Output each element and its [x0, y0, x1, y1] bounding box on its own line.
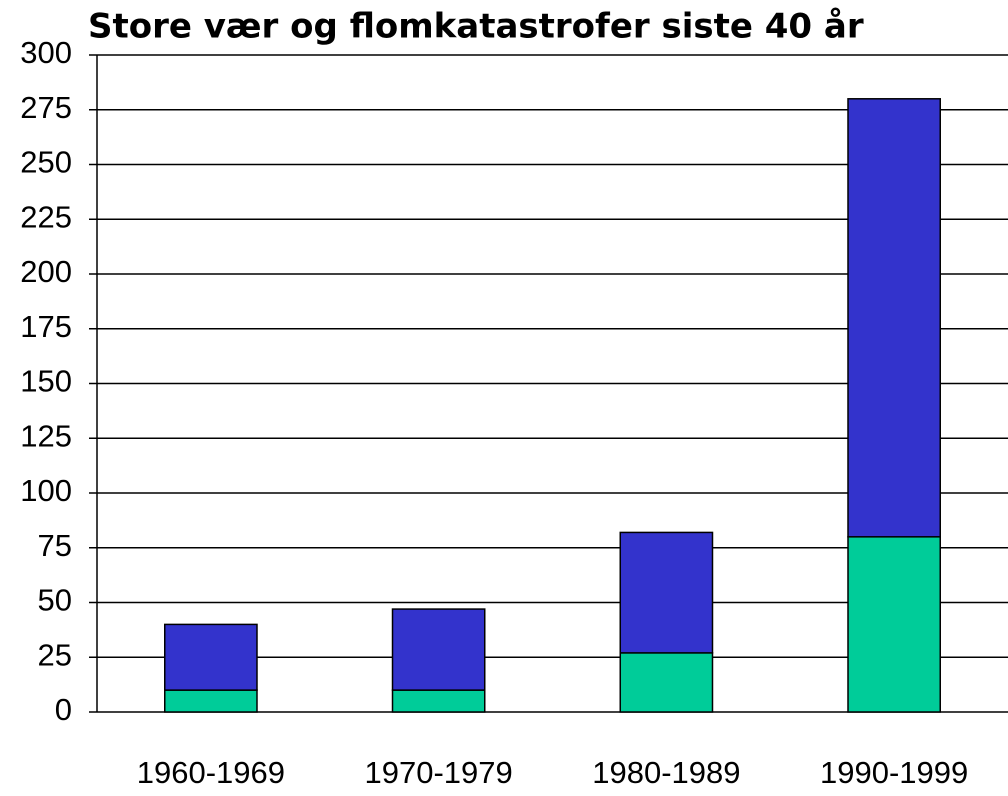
- y-tick-label: 250: [20, 145, 72, 180]
- y-tick-label: 100: [20, 473, 72, 508]
- bar-segment: [164, 689, 258, 713]
- y-tick-label: 275: [20, 90, 72, 125]
- bar-segment: [619, 652, 714, 713]
- bar-segment: [619, 531, 714, 654]
- y-tick-label: 150: [20, 364, 72, 399]
- y-tick-label: 300: [20, 35, 72, 70]
- x-tick-label: 1980-1989: [592, 755, 740, 790]
- y-tick-label: 125: [20, 418, 72, 453]
- y-tick-label: 175: [20, 309, 72, 344]
- bar-segment: [847, 98, 941, 538]
- bar-segment: [391, 608, 486, 691]
- bar-segment: [391, 689, 486, 713]
- y-tick-label: 75: [38, 528, 72, 563]
- bar-segment: [847, 536, 941, 713]
- y-tick-label: 0: [55, 692, 72, 727]
- y-tick-label: 200: [20, 254, 72, 289]
- x-tick-label: 1990-1999: [820, 755, 968, 790]
- bar-segment: [164, 623, 258, 691]
- y-tick-label: 225: [20, 199, 72, 234]
- y-tick-label: 50: [38, 583, 72, 618]
- x-tick-label: 1970-1979: [365, 755, 513, 790]
- x-tick-label: 1960-1969: [137, 755, 285, 790]
- chart-title: Store vær og flomkatastrofer siste 40 år: [88, 7, 864, 47]
- y-tick-label: 25: [38, 637, 72, 672]
